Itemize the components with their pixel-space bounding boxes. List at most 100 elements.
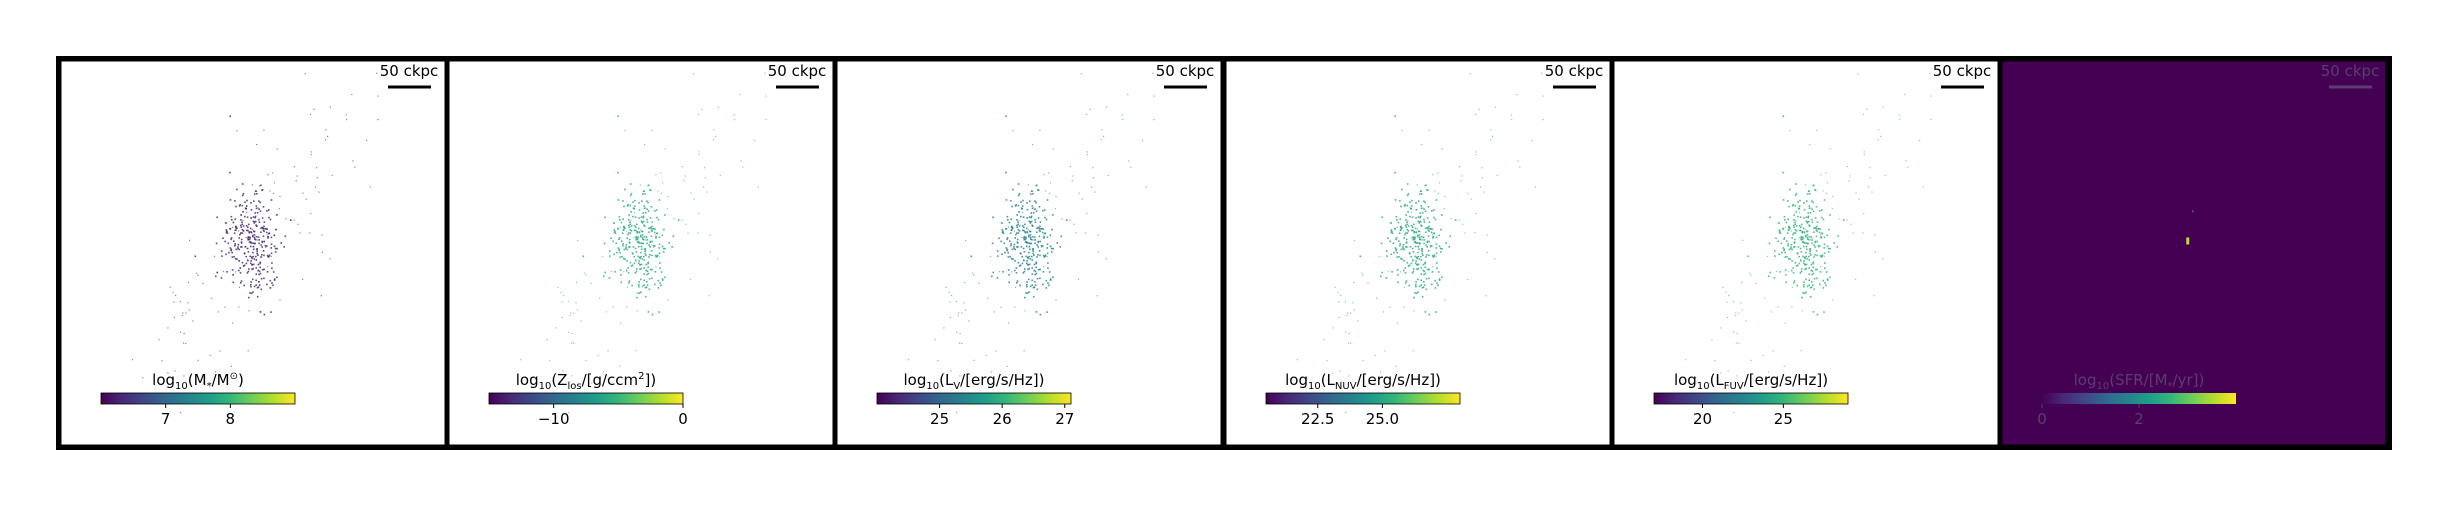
particle bbox=[622, 218, 624, 220]
particle bbox=[1409, 201, 1411, 203]
particle bbox=[223, 271, 225, 273]
particle bbox=[1428, 129, 1430, 131]
particle bbox=[1035, 311, 1038, 313]
particle bbox=[240, 226, 243, 228]
particle bbox=[250, 292, 253, 295]
particle bbox=[640, 278, 642, 281]
particle bbox=[1031, 273, 1034, 275]
particle bbox=[1403, 205, 1406, 207]
particle bbox=[1005, 115, 1007, 118]
particle bbox=[620, 274, 622, 276]
particle bbox=[224, 306, 226, 308]
particle bbox=[1026, 209, 1029, 211]
particle bbox=[1386, 255, 1388, 257]
particle bbox=[658, 252, 661, 255]
particle bbox=[1033, 239, 1035, 241]
particle bbox=[252, 216, 255, 218]
particle bbox=[1041, 246, 1043, 248]
particle bbox=[263, 225, 265, 228]
particle bbox=[1813, 244, 1815, 246]
particle bbox=[268, 254, 271, 256]
particle bbox=[261, 226, 263, 229]
particle bbox=[245, 237, 247, 239]
particle bbox=[316, 177, 318, 179]
particle bbox=[642, 215, 645, 218]
particle bbox=[654, 283, 656, 286]
particle bbox=[258, 218, 260, 221]
particle bbox=[1791, 306, 1793, 308]
particle bbox=[255, 238, 257, 241]
particle bbox=[1798, 208, 1800, 210]
particle bbox=[1828, 228, 1830, 231]
particle bbox=[1069, 219, 1071, 221]
particle bbox=[1026, 285, 1028, 288]
particle bbox=[1434, 287, 1437, 289]
particle bbox=[1750, 274, 1752, 276]
particle bbox=[1016, 219, 1018, 221]
particle bbox=[1808, 224, 1810, 226]
particle bbox=[1419, 220, 1422, 223]
particle bbox=[1020, 215, 1022, 218]
particle bbox=[1405, 282, 1407, 284]
particle bbox=[279, 299, 281, 301]
particle bbox=[1815, 250, 1818, 252]
colorbar-label-part: log bbox=[1674, 371, 1697, 389]
particle bbox=[1403, 269, 1405, 272]
particle bbox=[1405, 214, 1407, 216]
particle bbox=[1029, 234, 1032, 236]
particle bbox=[197, 274, 199, 276]
particle bbox=[329, 106, 331, 108]
panel-background bbox=[2000, 59, 2388, 447]
particle bbox=[1795, 219, 1797, 222]
particle bbox=[248, 238, 251, 241]
particle bbox=[1016, 280, 1019, 282]
particle bbox=[1001, 231, 1004, 234]
particle bbox=[1029, 285, 1032, 288]
particle bbox=[1784, 256, 1787, 258]
particle bbox=[240, 282, 242, 284]
particle bbox=[1742, 239, 1744, 241]
particle bbox=[622, 257, 625, 260]
particle bbox=[1029, 236, 1032, 239]
particle bbox=[1041, 227, 1043, 230]
particle bbox=[1806, 222, 1809, 224]
particle bbox=[1362, 274, 1364, 276]
particle bbox=[1822, 190, 1824, 192]
particle bbox=[1818, 231, 1821, 234]
particle bbox=[234, 257, 237, 260]
particle bbox=[1031, 235, 1034, 238]
particle bbox=[258, 284, 261, 286]
particle bbox=[733, 114, 735, 116]
particle bbox=[1735, 312, 1737, 314]
particle bbox=[1820, 174, 1822, 176]
particle bbox=[1793, 280, 1796, 282]
particle bbox=[261, 254, 263, 256]
particle bbox=[230, 238, 232, 241]
particle bbox=[1048, 271, 1051, 273]
particle bbox=[259, 266, 261, 269]
particle bbox=[1827, 251, 1830, 253]
particle bbox=[1385, 250, 1388, 252]
particle bbox=[1801, 296, 1803, 299]
particle bbox=[1022, 211, 1024, 214]
particle bbox=[965, 239, 967, 241]
particle bbox=[1755, 282, 1757, 284]
particle bbox=[1410, 237, 1412, 239]
particle bbox=[1816, 254, 1818, 257]
particle bbox=[1031, 224, 1033, 226]
particle bbox=[257, 239, 259, 241]
particle bbox=[1381, 271, 1384, 274]
particle bbox=[1424, 266, 1426, 269]
particle bbox=[1793, 282, 1795, 284]
particle bbox=[1819, 245, 1821, 247]
particle bbox=[1032, 212, 1035, 214]
particle bbox=[571, 342, 573, 344]
particle bbox=[1808, 225, 1811, 227]
particle bbox=[1420, 255, 1422, 258]
particle bbox=[209, 354, 211, 357]
particle bbox=[297, 223, 299, 225]
particle bbox=[1714, 360, 1716, 362]
particle bbox=[1421, 250, 1423, 252]
particle bbox=[1792, 224, 1795, 227]
particle bbox=[1420, 238, 1422, 241]
